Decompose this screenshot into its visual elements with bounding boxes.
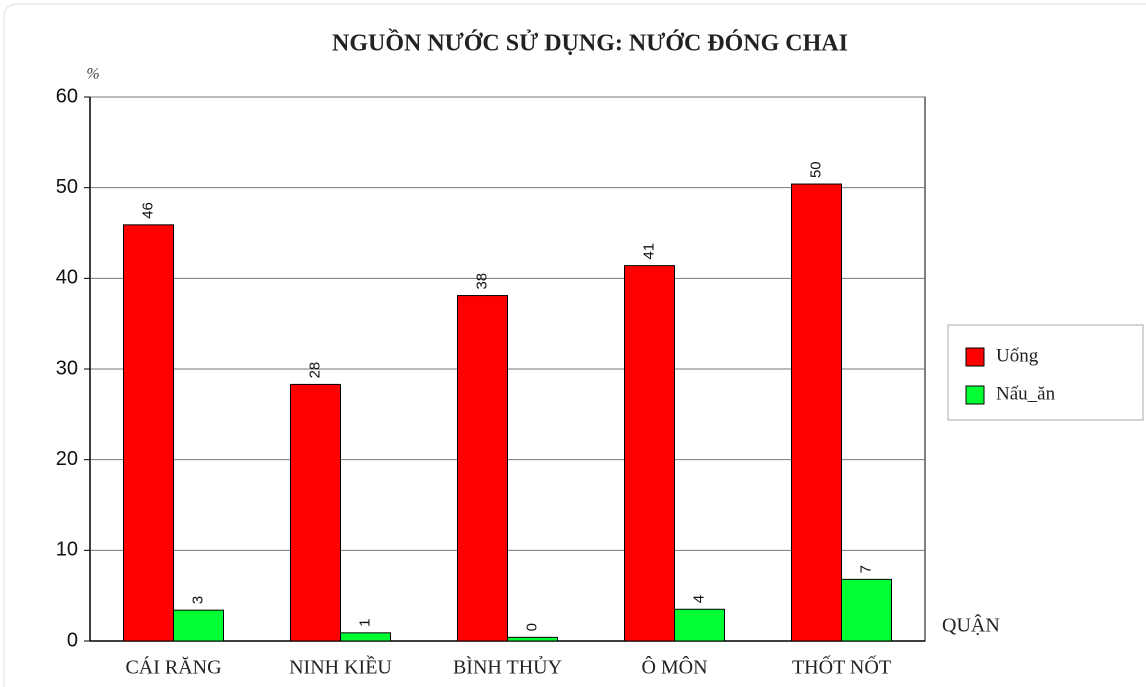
x-tick-label: NINH KIỀU xyxy=(289,655,392,679)
y-tick-label: 40 xyxy=(56,267,78,289)
x-axis-label: QUẬN xyxy=(942,614,1000,637)
bar xyxy=(507,636,558,642)
y-tick-label: 30 xyxy=(56,357,78,379)
legend-swatch xyxy=(965,385,985,405)
bar xyxy=(791,183,842,642)
data-label: 3 xyxy=(189,596,206,604)
legend: Uống Nấu_ăn xyxy=(947,324,1144,421)
y-tick-label: 60 xyxy=(56,85,78,107)
x-tick-label: BÌNH THỦY xyxy=(453,656,562,679)
legend-label: Uống xyxy=(996,345,1039,366)
y-tick-label: 20 xyxy=(56,448,78,470)
data-label: 1 xyxy=(356,618,373,626)
frame xyxy=(3,3,1146,687)
legend-label: Nấu_ăn xyxy=(996,383,1056,404)
data-label: 4 xyxy=(690,595,707,603)
y-tick-label: 0 xyxy=(67,629,78,651)
y-axis-label: % xyxy=(86,66,99,83)
x-tick-label: THỐT NỐT xyxy=(792,655,891,679)
y-tick-label: 10 xyxy=(56,539,78,561)
chart-title: NGUỒN NƯỚC SỬ DỤNG: NƯỚC ĐÓNG CHAI xyxy=(332,30,848,57)
x-tick-label: Ô MÔN xyxy=(641,655,707,679)
bar xyxy=(123,224,174,642)
bar xyxy=(340,632,391,642)
legend-swatch xyxy=(965,347,985,367)
bar xyxy=(624,265,675,642)
bar xyxy=(841,578,892,642)
legend-box xyxy=(947,324,1144,421)
bar xyxy=(457,295,508,642)
data-label: 50 xyxy=(807,161,824,178)
bar xyxy=(290,383,341,642)
data-label: 41 xyxy=(640,243,657,260)
data-label: 7 xyxy=(857,565,874,573)
data-label: 0 xyxy=(523,623,540,631)
data-label: 46 xyxy=(139,202,156,219)
data-label: 28 xyxy=(306,362,323,379)
y-tick-label: 50 xyxy=(56,176,78,198)
bar xyxy=(674,608,725,642)
data-label: 38 xyxy=(473,273,490,290)
bar xyxy=(173,609,224,642)
x-tick-label: CÁI RĂNG xyxy=(125,656,221,679)
